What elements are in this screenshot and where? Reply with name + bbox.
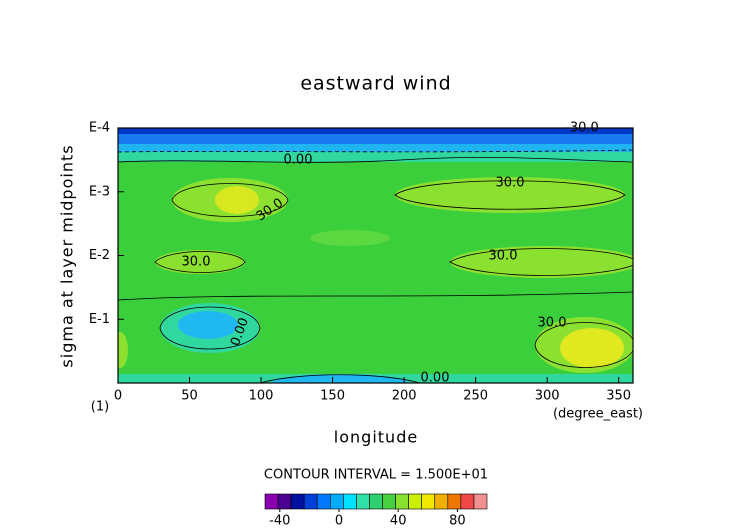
colorbar-tick-label: 0 <box>335 514 343 529</box>
colorbar-swatch <box>408 493 423 510</box>
x-tick-label: 250 <box>463 389 488 404</box>
x-tick-label: 50 <box>181 389 198 404</box>
y-origin-label: (1) <box>91 400 109 415</box>
colorbar-swatch <box>382 493 396 510</box>
colorbar-swatch <box>303 493 318 510</box>
colorbar-swatch <box>395 493 409 510</box>
x-tick-label: 200 <box>392 389 417 404</box>
colorbar-swatch <box>343 493 357 510</box>
colorbar-swatch <box>447 493 462 510</box>
contour-label: 0.00 <box>284 153 313 168</box>
x-units: (degree_east) <box>553 407 643 422</box>
x-tick-label: 150 <box>320 389 345 404</box>
colorbar-tick-label: 80 <box>449 514 466 529</box>
colorbar-swatch <box>369 493 383 510</box>
contour-label: 30.0 <box>496 176 525 191</box>
colorbar-swatch <box>460 493 475 510</box>
colorbar-swatch <box>434 493 449 510</box>
contour-label: 30.0 <box>182 255 211 270</box>
x-tick-label: 0 <box>114 389 122 404</box>
colorbar-swatch <box>473 493 488 510</box>
contour-label: 0.00 <box>421 371 450 386</box>
colorbar-swatch <box>290 493 305 510</box>
y-tick-label: E-1 <box>89 312 110 327</box>
contour-label: -30.0 <box>565 121 599 136</box>
contour-label: 30.0 <box>538 316 567 331</box>
y-axis-label: sigma at layer midpoints <box>58 144 77 367</box>
x-tick-label: 300 <box>535 389 560 404</box>
x-tick-label: 350 <box>606 389 631 404</box>
contour-field <box>118 128 633 383</box>
colorbar-swatch <box>316 493 331 510</box>
x-tick-label: 100 <box>249 389 274 404</box>
colorbar-swatch <box>421 493 436 510</box>
y-tick-label: E-3 <box>89 184 110 199</box>
x-axis-label: longitude <box>334 428 418 447</box>
y-tick-label: E-2 <box>89 248 110 263</box>
colorbar-swatch <box>329 493 344 510</box>
colorbar-swatch <box>277 493 292 510</box>
contour-interval: CONTOUR INTERVAL = 1.500E+01 <box>264 468 488 483</box>
colorbar-tick-label: 40 <box>390 514 407 529</box>
colorbar-swatch <box>264 493 279 510</box>
chart-title: eastward wind <box>300 73 451 95</box>
contour-label: 30.0 <box>489 249 518 264</box>
colorbar-swatch <box>356 493 370 510</box>
y-tick-label: E-4 <box>89 121 110 136</box>
colorbar-tick-label: -40 <box>269 514 290 529</box>
